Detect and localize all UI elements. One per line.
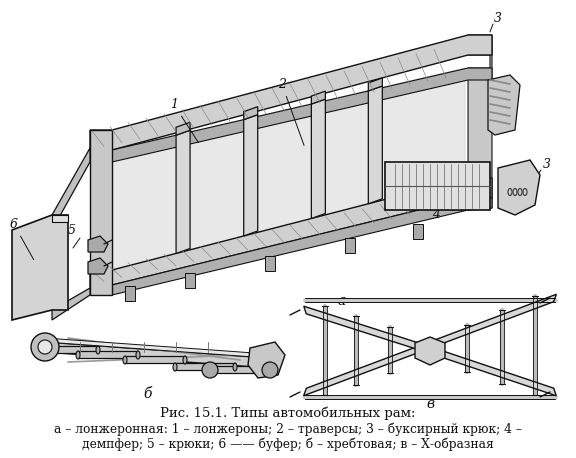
Polygon shape — [429, 346, 556, 396]
Circle shape — [38, 340, 52, 354]
Polygon shape — [176, 122, 190, 135]
Ellipse shape — [123, 356, 127, 364]
Polygon shape — [175, 363, 235, 370]
Polygon shape — [345, 239, 355, 253]
Ellipse shape — [233, 363, 237, 371]
Polygon shape — [429, 294, 556, 349]
Circle shape — [31, 333, 59, 361]
Polygon shape — [52, 215, 68, 222]
Ellipse shape — [36, 346, 40, 354]
Text: 2: 2 — [278, 78, 304, 145]
Polygon shape — [368, 78, 382, 91]
Polygon shape — [210, 366, 270, 373]
Ellipse shape — [183, 356, 187, 364]
Polygon shape — [52, 288, 90, 320]
Ellipse shape — [173, 363, 177, 371]
Polygon shape — [468, 35, 492, 210]
Ellipse shape — [96, 346, 100, 354]
Text: в: в — [426, 397, 434, 411]
Polygon shape — [88, 258, 108, 274]
Polygon shape — [90, 198, 492, 295]
Polygon shape — [90, 130, 112, 295]
Polygon shape — [415, 337, 445, 365]
Polygon shape — [185, 273, 195, 288]
Text: Рис. 15.1. Типы автомобильных рам:: Рис. 15.1. Типы автомобильных рам: — [160, 407, 416, 420]
Polygon shape — [312, 91, 325, 104]
Polygon shape — [244, 114, 257, 236]
Polygon shape — [304, 341, 431, 396]
Ellipse shape — [76, 351, 80, 359]
Polygon shape — [90, 35, 492, 150]
Ellipse shape — [208, 366, 212, 374]
Polygon shape — [78, 351, 138, 358]
Polygon shape — [498, 160, 540, 215]
Polygon shape — [312, 99, 325, 218]
Text: 1: 1 — [170, 98, 199, 142]
Polygon shape — [176, 130, 190, 253]
Text: б: б — [144, 387, 152, 401]
Ellipse shape — [268, 366, 272, 374]
Polygon shape — [125, 286, 135, 301]
Text: 4: 4 — [432, 208, 440, 221]
Polygon shape — [112, 68, 465, 278]
Polygon shape — [125, 356, 185, 363]
Circle shape — [262, 362, 278, 378]
Polygon shape — [45, 338, 268, 358]
Polygon shape — [52, 148, 90, 230]
Polygon shape — [368, 86, 382, 204]
Circle shape — [202, 362, 218, 378]
Text: а: а — [338, 294, 346, 308]
Polygon shape — [413, 224, 423, 239]
Text: демпфер; 5 – крюки; 6 —— буфер; б – хребтовая; в – Х-образная: демпфер; 5 – крюки; 6 —— буфер; б – хреб… — [82, 437, 494, 451]
Text: 3: 3 — [543, 158, 551, 171]
Polygon shape — [38, 346, 98, 353]
Polygon shape — [265, 256, 275, 271]
Polygon shape — [90, 68, 492, 162]
Polygon shape — [12, 215, 68, 320]
Polygon shape — [244, 107, 257, 120]
Polygon shape — [248, 342, 285, 378]
Polygon shape — [88, 236, 108, 252]
Polygon shape — [385, 162, 490, 210]
Text: а – лонжеронная: 1 – лонжероны; 2 – траверсы; 3 – буксирный крюк; 4 –: а – лонжеронная: 1 – лонжероны; 2 – трав… — [54, 422, 522, 436]
Text: 3: 3 — [494, 12, 502, 25]
Polygon shape — [45, 342, 268, 368]
Polygon shape — [90, 178, 492, 285]
Polygon shape — [488, 75, 520, 135]
Text: 5: 5 — [68, 224, 76, 237]
Polygon shape — [304, 306, 431, 354]
Text: 6: 6 — [10, 218, 33, 260]
Ellipse shape — [136, 351, 140, 359]
